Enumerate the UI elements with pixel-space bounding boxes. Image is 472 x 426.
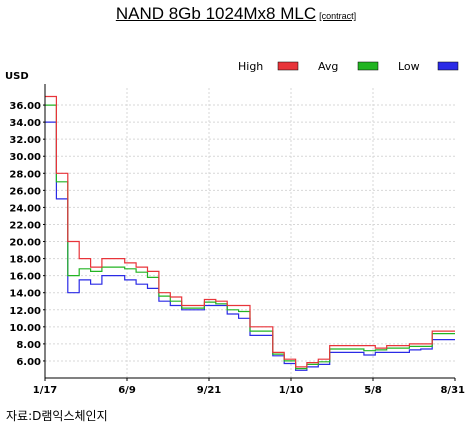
y-tick-label: 22.00	[9, 220, 41, 231]
chart-subtitle: [contract]	[319, 11, 357, 21]
series-line-low	[45, 121, 455, 371]
y-tick-label: 18.00	[9, 255, 41, 266]
chart-title: NAND 8Gb 1024Mx8 MLC [contract]	[0, 4, 472, 24]
x-tick-label: 1/10	[279, 385, 304, 396]
series-layer	[45, 95, 455, 371]
y-tick-label: 32.00	[9, 135, 41, 146]
legend-swatch-high	[277, 61, 299, 71]
chart-title-main: NAND 8Gb 1024Mx8 MLC	[115, 4, 317, 23]
legend-swatch-low	[437, 61, 459, 71]
x-tick-label: 6/9	[118, 385, 136, 396]
y-tick-label: 16.00	[9, 272, 41, 283]
y-tick-label: 36.00	[9, 101, 41, 112]
source-note: 자료:D램익스체인지	[6, 409, 108, 423]
x-tick-label: 1/17	[33, 385, 58, 396]
legend: High Avg Low	[238, 60, 459, 73]
legend-label-high: High	[238, 60, 263, 73]
y-tick-label: 14.00	[9, 289, 41, 300]
x-tick-label: 9/21	[197, 385, 222, 396]
x-tick-label: 8/31	[440, 385, 465, 396]
legend-label-avg: Avg	[318, 60, 338, 73]
series-line-avg	[45, 104, 455, 370]
y-axis-label: USD	[5, 71, 29, 82]
grid-layer	[45, 88, 455, 378]
y-tick-label: 12.00	[9, 306, 41, 317]
y-tick-label: 34.00	[9, 118, 41, 129]
series-line-high	[45, 95, 455, 368]
y-tick-label: 30.00	[9, 152, 41, 163]
axis-layer: 6.00 8.00 10.00 12.00 14.00 16.00 18.00 20.00 22…	[9, 84, 465, 396]
y-tick-label: 6.00	[16, 357, 41, 368]
y-tick-label: 8.00	[16, 340, 41, 351]
y-tick-label: 26.00	[9, 186, 41, 197]
x-tick-label: 5/8	[364, 385, 382, 396]
legend-label-low: Low	[398, 60, 420, 73]
y-tick-label: 28.00	[9, 169, 41, 180]
y-tick-label: 20.00	[9, 238, 41, 249]
y-tick-label: 24.00	[9, 203, 41, 214]
legend-swatch-avg	[357, 61, 379, 71]
y-tick-label: 10.00	[9, 323, 41, 334]
